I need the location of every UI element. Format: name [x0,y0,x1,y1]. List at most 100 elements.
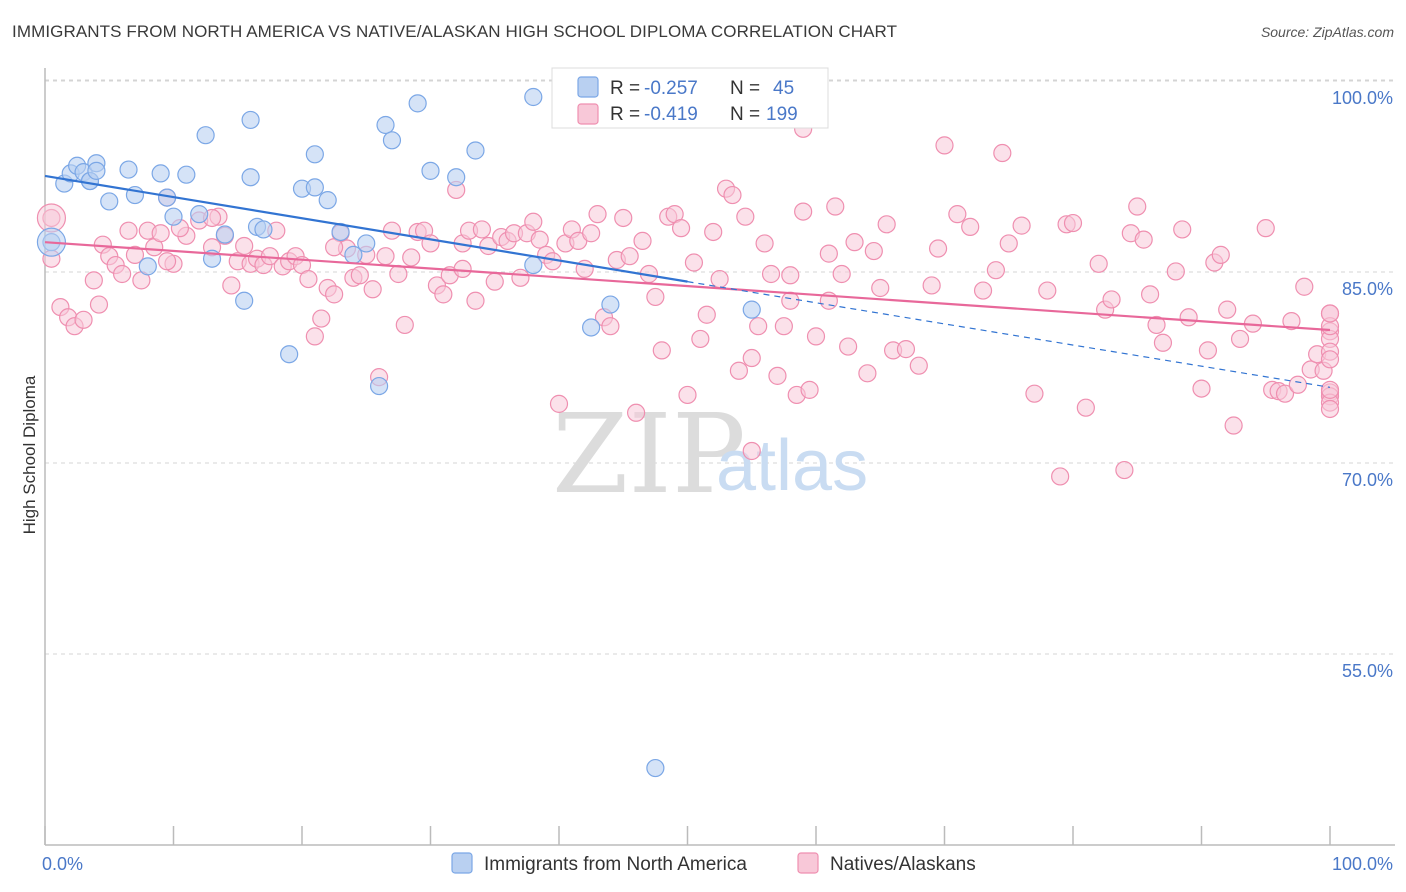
data-point-natives [112,264,132,284]
data-point-natives [729,361,749,380]
data-point-natives [794,202,813,221]
y-tick-label: 55.0% [1342,661,1393,681]
data-point-natives [89,295,109,314]
data-point-natives [768,366,787,385]
data-point-natives [1038,281,1057,300]
data-points [36,87,1340,778]
data-point-natives [350,266,369,285]
legend-swatch-pink [577,103,599,125]
data-point-natives [800,380,819,399]
data-point-natives [1320,304,1340,323]
stats-legend: R = -0.257 N = 45 R = -0.419 N = 199 [551,67,829,129]
data-point-natives [524,212,543,231]
legend-n-label: N = [730,104,760,125]
y-tick-labels: 100.0% 85.0% 70.0% 55.0% [1332,88,1393,681]
data-point-natives [826,197,845,216]
data-point-natives [845,233,864,252]
data-point-natives [742,441,761,461]
data-point-natives [1211,245,1230,264]
data-point-immigrants [119,160,138,179]
data-point-natives [305,327,324,346]
data-point-natives [781,266,800,285]
data-point-natives [620,247,639,266]
data-point-natives [909,356,928,375]
data-point-natives [1230,329,1250,349]
data-point-natives [806,327,826,346]
data-point-natives [1140,285,1160,304]
data-point-natives [678,385,697,405]
data-point-natives [922,276,941,295]
data-point-natives [1320,350,1340,369]
data-point-natives [1063,213,1083,233]
data-point-natives [125,245,145,264]
data-point-natives [235,236,254,256]
data-point-natives [749,317,768,336]
data-point-natives [671,219,691,238]
legend-r-label: R = [610,78,640,99]
data-point-natives [961,217,980,236]
x-tick-label: 0.0% [42,854,83,874]
trend-line-immigrants [44,174,688,283]
data-point-natives [511,268,530,287]
data-point-natives [819,244,838,263]
data-point-natives [363,280,382,299]
legend-label-immigrants: Immigrants from North America [484,854,747,875]
data-point-natives [1076,398,1095,417]
data-point-natives [832,264,851,284]
data-point-immigrants [376,115,395,135]
data-point-immigrants [318,191,337,210]
y-axis-label: High School Diploma [20,375,39,534]
data-point-immigrants [382,131,402,150]
data-point-natives [325,238,344,257]
data-point-natives [119,221,138,240]
data-point-natives [986,261,1006,280]
data-point-natives [999,234,1018,253]
data-point-natives [1224,416,1243,435]
data-point-immigrants [254,220,273,239]
data-point-natives [376,247,395,266]
data-point-natives [1275,384,1295,403]
series-legend: Immigrants from North America Natives/Al… [451,852,976,875]
data-point-natives [839,337,858,356]
data-point-immigrants [582,318,601,337]
data-point-natives [1025,384,1044,403]
watermark-atlas: atlas [716,426,868,506]
watermark: ZIP atlas [552,390,868,518]
data-point-natives [222,276,241,295]
data-point-natives [761,264,781,284]
y-tick-label: 70.0% [1342,470,1393,490]
data-point-immigrants [466,141,485,160]
data-point-natives [691,329,710,349]
data-point-immigrants [742,300,761,319]
data-point-natives [1256,219,1275,238]
data-point-immigrants [370,376,389,396]
data-point-immigrants [87,161,106,180]
data-point-natives [755,234,774,253]
data-point-immigrants [215,225,234,244]
watermark-zip: ZIP [552,390,746,518]
data-point-natives [1128,197,1147,216]
data-point-natives [1218,300,1237,319]
data-point-natives [781,291,800,310]
data-point-natives [877,215,896,234]
data-point-natives [858,364,877,383]
data-point-natives [601,317,620,336]
legend-r-label: R = [610,104,640,125]
data-point-natives [1147,315,1166,335]
data-point-natives [928,239,948,258]
data-point-immigrants [524,87,543,107]
data-point-natives [157,252,177,271]
data-point-natives [710,269,729,289]
data-point-natives [1173,220,1192,239]
data-point-natives [549,394,569,413]
data-point-natives [1320,399,1340,419]
data-point-natives [704,222,723,242]
data-point-natives [774,317,793,336]
x-tick-labels: 0.0% 100.0% [42,854,1393,874]
data-point-natives [1012,216,1031,235]
legend-n-value: 199 [766,104,798,125]
data-point-natives [485,272,504,291]
legend-label-natives: Natives/Alaskans [830,854,976,875]
data-point-immigrants [190,205,209,224]
data-point-natives [582,224,601,243]
